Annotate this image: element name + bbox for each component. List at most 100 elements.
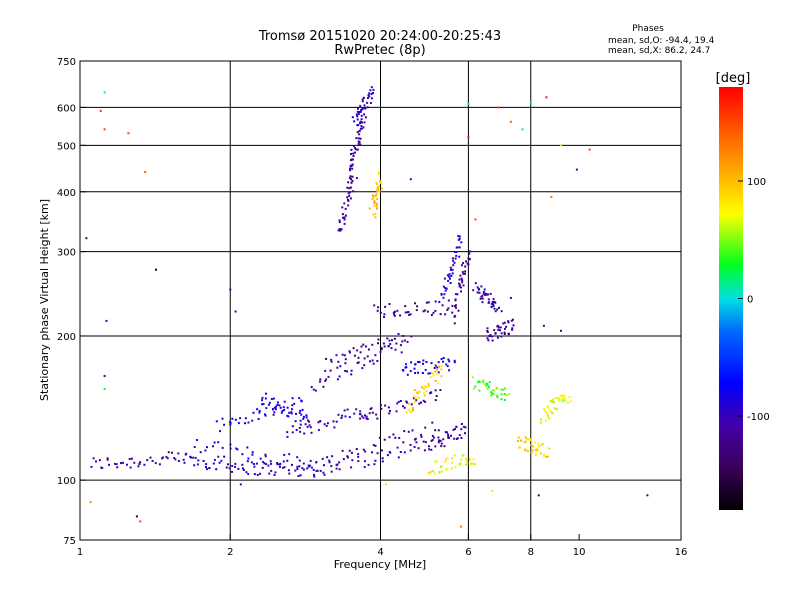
trace-point xyxy=(442,357,445,359)
trace-point xyxy=(490,394,492,397)
trace-point xyxy=(430,448,433,451)
trace-point xyxy=(427,382,430,385)
trace-point xyxy=(368,412,371,415)
trace-point xyxy=(483,288,486,291)
trace-point xyxy=(282,466,285,469)
trace-point xyxy=(196,463,199,466)
isolated-point xyxy=(509,297,512,299)
trace-point xyxy=(356,148,359,151)
trace-point xyxy=(287,469,290,472)
trace-point xyxy=(551,398,554,401)
trace-point xyxy=(231,470,233,473)
trace-point xyxy=(411,407,414,409)
trace-point xyxy=(291,397,294,400)
isolated-point xyxy=(89,501,92,504)
trace-point xyxy=(369,89,372,92)
trace-point xyxy=(276,403,279,406)
trace-point xyxy=(279,465,281,468)
trace-point xyxy=(413,395,416,398)
trace-point xyxy=(312,468,315,471)
trace-point xyxy=(344,358,347,361)
trace-point xyxy=(343,218,346,221)
trace-point xyxy=(432,311,435,314)
trace-point xyxy=(358,141,361,144)
trace-point xyxy=(257,418,260,420)
trace-point xyxy=(409,313,412,316)
trace-point xyxy=(346,186,349,189)
trace-point xyxy=(276,462,279,464)
trace-point xyxy=(492,303,495,306)
isolated-point xyxy=(103,388,106,390)
trace-point xyxy=(463,272,466,275)
trace-point xyxy=(373,304,376,307)
trace-point xyxy=(362,416,365,419)
y-axis-label: Stationary phase Virtual Height [km] xyxy=(38,199,51,401)
data-points xyxy=(85,86,649,528)
trace-point xyxy=(434,460,437,463)
trace-point xyxy=(464,426,467,429)
trace-point xyxy=(446,365,449,368)
trace-point xyxy=(355,137,358,140)
trace-point xyxy=(256,408,259,411)
trace-point xyxy=(413,401,416,404)
trace-point xyxy=(500,388,502,391)
trace-point xyxy=(443,445,446,448)
trace-point xyxy=(366,97,369,99)
trace-point xyxy=(367,94,370,97)
trace-point xyxy=(471,462,474,465)
trace-point xyxy=(275,405,278,408)
trace-point xyxy=(309,459,312,462)
trace-point xyxy=(305,414,308,417)
trace-point xyxy=(215,468,218,471)
trace-point xyxy=(424,368,427,371)
trace-point xyxy=(358,129,361,132)
isolated-point xyxy=(105,319,108,322)
trace-point xyxy=(295,412,297,415)
trace-point xyxy=(376,452,379,455)
trace-point xyxy=(354,147,356,150)
trace-point xyxy=(438,300,441,303)
trace-point xyxy=(425,385,428,388)
trace-point xyxy=(434,389,437,392)
trace-point xyxy=(460,290,462,293)
trace-point xyxy=(344,214,347,217)
trace-point xyxy=(377,171,380,174)
trace-point xyxy=(221,446,224,449)
trace-point xyxy=(489,334,492,337)
trace-point xyxy=(286,459,289,462)
trace-point xyxy=(535,449,538,452)
trace-point xyxy=(397,456,400,459)
trace-point xyxy=(302,468,305,471)
trace-point xyxy=(453,322,456,325)
trace-point xyxy=(177,452,180,455)
trace-point xyxy=(526,450,529,452)
trace-point xyxy=(149,456,152,459)
trace-point xyxy=(296,468,299,470)
trace-point xyxy=(445,363,448,366)
trace-point xyxy=(439,313,442,316)
trace-point xyxy=(537,449,539,451)
trace-point xyxy=(340,228,343,231)
trace-point xyxy=(548,417,551,420)
trace-point xyxy=(356,349,359,352)
trace-point xyxy=(451,257,454,260)
trace-point xyxy=(460,437,463,439)
trace-point xyxy=(530,444,533,446)
trace-point xyxy=(465,463,467,466)
trace-point xyxy=(120,462,122,465)
trace-point xyxy=(456,437,459,440)
trace-point xyxy=(508,393,511,396)
trace-point xyxy=(363,357,366,360)
trace-point xyxy=(545,411,548,414)
trace-point xyxy=(417,392,420,395)
trace-point xyxy=(539,421,542,424)
grid xyxy=(80,61,681,540)
trace-point xyxy=(388,412,391,415)
trace-point xyxy=(502,322,505,325)
trace-point xyxy=(380,407,383,410)
trace-point xyxy=(130,457,133,460)
trace-point xyxy=(442,360,445,363)
trace-point xyxy=(453,454,456,457)
trace-point xyxy=(279,406,282,409)
trace-point xyxy=(267,403,270,406)
